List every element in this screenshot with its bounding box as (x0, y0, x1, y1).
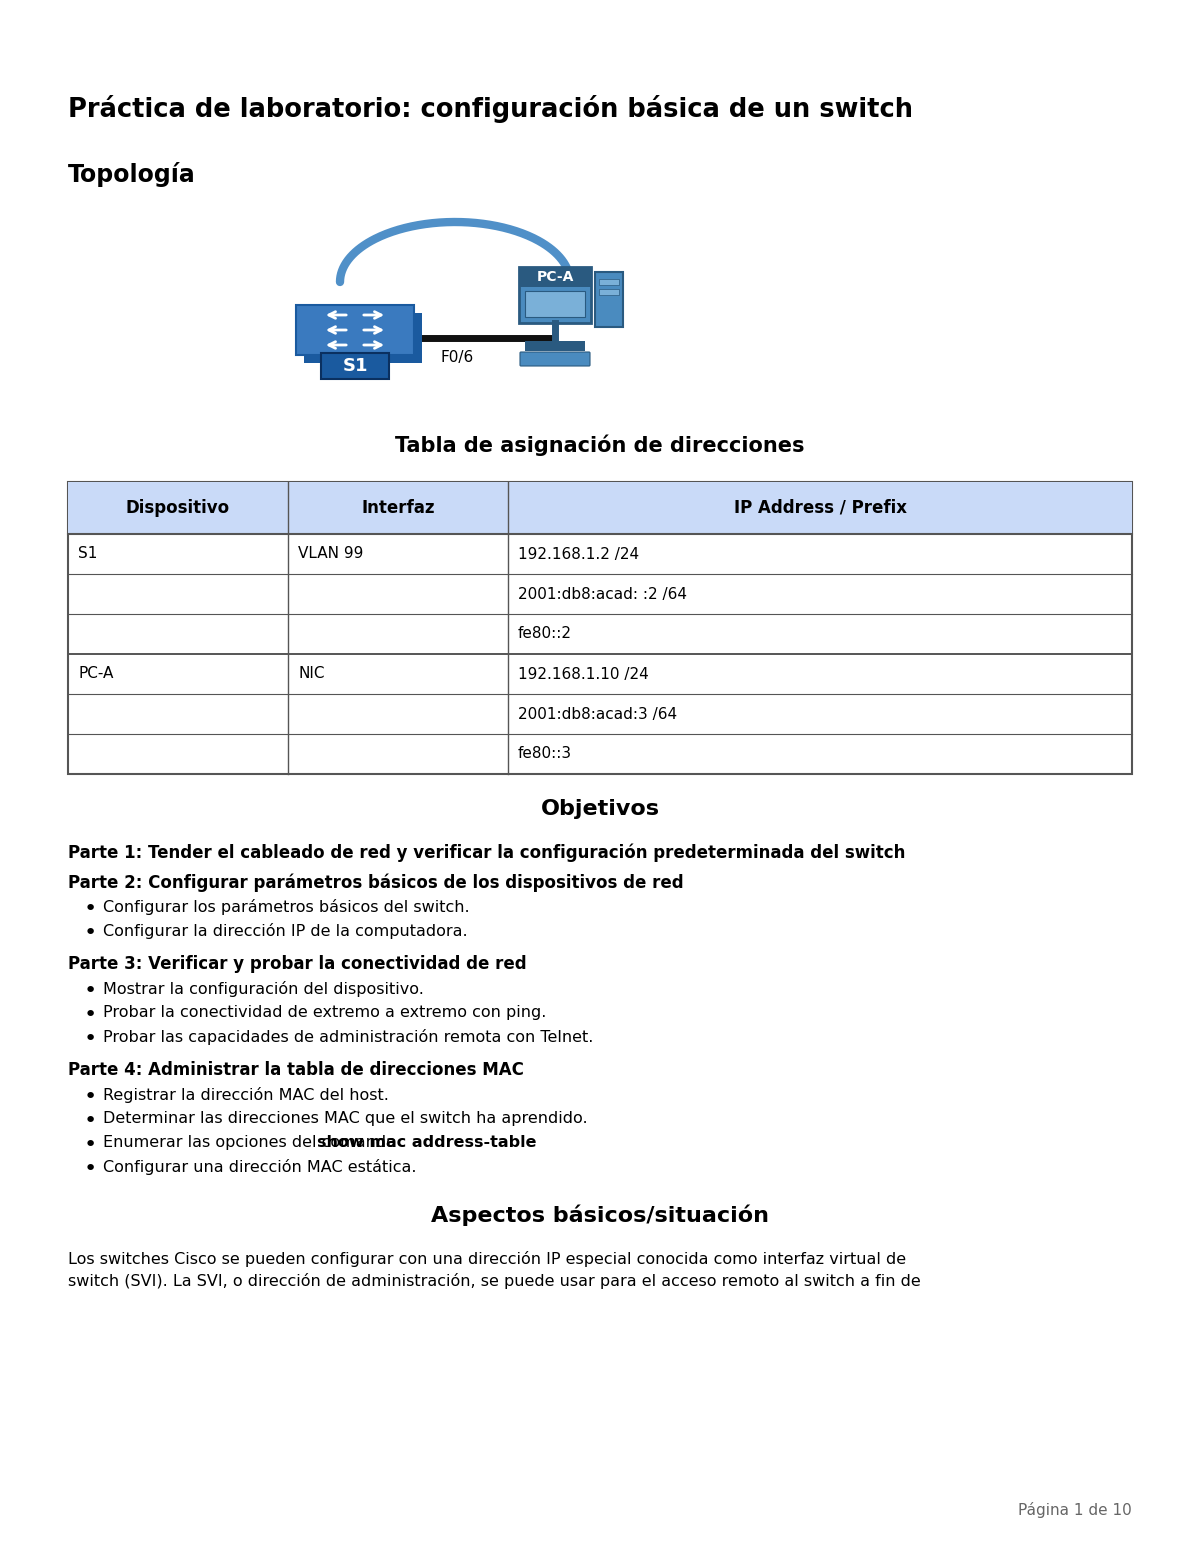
Text: Parte 1: Tender el cableado de red y verificar la configuración predeterminada d: Parte 1: Tender el cableado de red y ver… (68, 843, 905, 862)
Text: Dispositivo: Dispositivo (126, 499, 230, 517)
Text: VLAN 99: VLAN 99 (298, 547, 364, 562)
Text: IP Address / Prefix: IP Address / Prefix (733, 499, 906, 517)
Text: Mostrar la configuración del dispositivo.: Mostrar la configuración del dispositivo… (103, 981, 424, 997)
Text: Objetivos: Objetivos (540, 798, 660, 818)
Text: Tabla de asignación de direcciones: Tabla de asignación de direcciones (395, 435, 805, 457)
Text: •: • (83, 1135, 97, 1155)
Text: 2001:db8:acad: :2 /64: 2001:db8:acad: :2 /64 (518, 587, 686, 601)
FancyBboxPatch shape (595, 272, 623, 328)
Text: Página 1 de 10: Página 1 de 10 (1019, 1502, 1132, 1517)
Text: Interfaz: Interfaz (361, 499, 434, 517)
Text: •: • (83, 1087, 97, 1107)
Text: S1: S1 (78, 547, 97, 562)
Text: Determinar las direcciones MAC que el switch ha aprendido.: Determinar las direcciones MAC que el sw… (103, 1110, 588, 1126)
FancyBboxPatch shape (68, 481, 1132, 534)
Text: Enumerar las opciones del comando: Enumerar las opciones del comando (103, 1135, 401, 1151)
FancyBboxPatch shape (520, 353, 590, 367)
Text: switch (SVI). La SVI, o dirección de administración, se puede usar para el acces: switch (SVI). La SVI, o dirección de adm… (68, 1273, 920, 1289)
Text: fe80::2: fe80::2 (518, 626, 572, 641)
Text: show mac address-table: show mac address-table (317, 1135, 536, 1151)
Text: Probar las capacidades de administración remota con Telnet.: Probar las capacidades de administración… (103, 1030, 593, 1045)
Text: PC-A: PC-A (536, 270, 574, 284)
FancyBboxPatch shape (520, 267, 592, 287)
Text: Registrar la dirección MAC del host.: Registrar la dirección MAC del host. (103, 1087, 389, 1103)
Text: Topología: Topología (68, 162, 196, 186)
Text: Configurar la dirección IP de la computadora.: Configurar la dirección IP de la computa… (103, 922, 468, 940)
Text: Aspectos básicos/situación: Aspectos básicos/situación (431, 1205, 769, 1227)
Text: fe80::3: fe80::3 (518, 747, 572, 761)
Text: •: • (83, 1159, 97, 1179)
Text: Práctica de laboratorio: configuración básica de un switch: Práctica de laboratorio: configuración b… (68, 95, 913, 123)
Text: Parte 2: Configurar parámetros básicos de los dispositivos de red: Parte 2: Configurar parámetros básicos d… (68, 873, 684, 891)
Text: Probar la conectividad de extremo a extremo con ping.: Probar la conectividad de extremo a extr… (103, 1005, 546, 1020)
Text: Parte 4: Administrar la tabla de direcciones MAC: Parte 4: Administrar la tabla de direcci… (68, 1061, 524, 1079)
Text: S1: S1 (342, 357, 367, 374)
FancyBboxPatch shape (599, 280, 619, 286)
FancyBboxPatch shape (526, 342, 586, 351)
FancyBboxPatch shape (304, 314, 422, 363)
Text: 192.168.1.10 /24: 192.168.1.10 /24 (518, 666, 649, 682)
Text: •: • (83, 1110, 97, 1131)
Text: PC-A: PC-A (78, 666, 113, 682)
Text: .: . (457, 1135, 462, 1151)
FancyBboxPatch shape (599, 289, 619, 295)
Text: •: • (83, 922, 97, 943)
Text: F0/6: F0/6 (440, 349, 473, 365)
Text: Configurar una dirección MAC estática.: Configurar una dirección MAC estática. (103, 1159, 416, 1176)
Text: 2001:db8:acad:3 /64: 2001:db8:acad:3 /64 (518, 707, 677, 722)
Text: Parte 3: Verificar y probar la conectividad de red: Parte 3: Verificar y probar la conectivi… (68, 955, 527, 974)
Text: Los switches Cisco se pueden configurar con una dirección IP especial conocida c: Los switches Cisco se pueden configurar … (68, 1252, 906, 1267)
FancyBboxPatch shape (520, 267, 592, 323)
Text: 192.168.1.2 /24: 192.168.1.2 /24 (518, 547, 640, 562)
Text: •: • (83, 981, 97, 1002)
Text: •: • (83, 1030, 97, 1048)
FancyBboxPatch shape (526, 290, 586, 317)
Text: NIC: NIC (298, 666, 324, 682)
FancyBboxPatch shape (296, 304, 414, 356)
Text: Configurar los parámetros básicos del switch.: Configurar los parámetros básicos del sw… (103, 899, 469, 915)
FancyBboxPatch shape (322, 353, 389, 379)
Text: •: • (83, 1005, 97, 1025)
Text: •: • (83, 899, 97, 919)
